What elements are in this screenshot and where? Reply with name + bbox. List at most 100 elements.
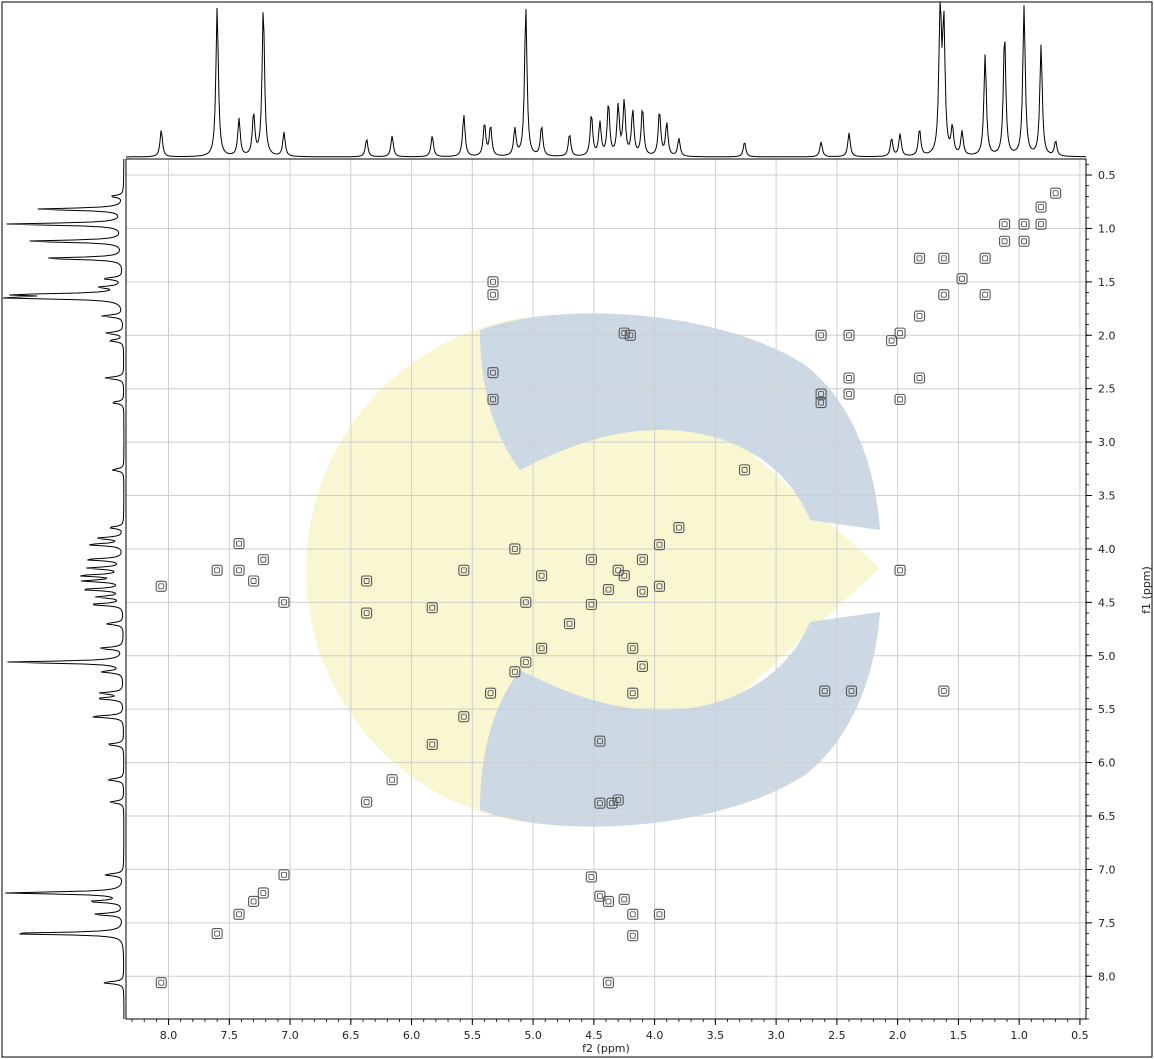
contour-peak [248, 575, 260, 587]
watermark-blue-upper-arc [480, 313, 880, 530]
contour-peak [653, 539, 666, 551]
contour-peak [979, 289, 991, 301]
contour-peak [913, 252, 926, 264]
contour-peak [426, 738, 438, 750]
contour-peak [248, 895, 260, 908]
contour-peak [843, 372, 855, 384]
contour-peak [815, 329, 827, 341]
contour-peak [1018, 235, 1030, 247]
contour-peak [956, 273, 968, 285]
contour-peak [233, 564, 245, 576]
grid [126, 159, 1086, 1019]
x-tick-label: 6.0 [403, 1029, 421, 1042]
contour-peak [627, 687, 639, 699]
contour-peak [845, 685, 858, 697]
contour-peak [636, 660, 649, 673]
y-tick-label: 3.5 [1098, 490, 1116, 503]
y-tick-label: 7.0 [1098, 863, 1116, 876]
contour-peak [278, 869, 290, 881]
contour-peak [155, 977, 167, 989]
y-tick-label: 1.0 [1098, 222, 1116, 235]
contour-peak [1035, 218, 1047, 230]
contour-peak [520, 596, 532, 608]
contour-peak [606, 797, 618, 809]
contour-peak [594, 735, 606, 747]
contour-peak [894, 393, 906, 405]
x-axis-ticks: 8.0 7.5 7.0 6.5 6.0 5.5 5.0 4.5 4.0 3.5 3.0 2.5 2.0 1… [131, 1019, 1089, 1042]
y-tick-label: 6.5 [1098, 810, 1116, 823]
x-tick-label: 1.0 [1010, 1029, 1028, 1042]
contour-peak [843, 329, 855, 341]
contour-peak [485, 687, 497, 699]
contour-peak [386, 774, 398, 786]
x-tick-label: 6.5 [342, 1029, 360, 1042]
contour-peak [612, 564, 624, 576]
contour-peak [894, 327, 906, 339]
contour-peak [602, 977, 614, 989]
x-tick-label: 0.5 [1071, 1029, 1089, 1042]
contour-peak [627, 930, 639, 942]
contour-peak [815, 388, 827, 400]
contour-peak [520, 656, 532, 668]
contour-peak [458, 564, 470, 576]
contour-peak [979, 252, 991, 264]
contour-peak [211, 564, 223, 576]
contour-peak [1018, 218, 1030, 230]
x-tick-label: 4.5 [585, 1029, 603, 1042]
contour-peak [843, 388, 855, 400]
y-tick-label: 0.5 [1098, 169, 1116, 182]
contour-peak [487, 289, 499, 301]
contour-peak [815, 397, 827, 409]
y-tick-label: 8.0 [1098, 970, 1116, 983]
x-tick-label: 3.0 [767, 1029, 785, 1042]
contour-peak [653, 908, 666, 920]
top-projection-trace [126, 1, 1087, 158]
contour-peak [257, 887, 269, 899]
contour-peak [509, 666, 521, 678]
y-axis-ticks: 0.5 1.0 1.5 2.0 2.5 3.0 3.5 4.0 4.5 5.0 5.5 6.0 6.5 7… [1086, 163, 1116, 1020]
contour-peak [278, 596, 290, 608]
x-tick-label: 3.5 [707, 1029, 725, 1042]
x-tick-label: 7.5 [221, 1029, 239, 1042]
y-tick-label: 3.0 [1098, 436, 1116, 449]
contour-peak [618, 893, 630, 905]
contour-peak [361, 796, 373, 808]
y-tick-label: 5.0 [1098, 650, 1116, 663]
y-tick-label: 4.5 [1098, 596, 1116, 609]
contour-peak [938, 685, 950, 697]
contour-peak [627, 908, 639, 920]
left-projection-trace [2, 159, 125, 1019]
contour-peak [913, 310, 926, 322]
y-tick-label: 4.0 [1098, 543, 1116, 556]
contour-peak [894, 564, 906, 576]
contour-peak [585, 598, 597, 611]
contour-peak [653, 580, 666, 592]
contour-peak [361, 607, 373, 619]
x-axis-title: f2 (ppm) [582, 1042, 630, 1055]
contour-peak [819, 685, 831, 697]
contour-peak [612, 794, 624, 806]
contour-peak [585, 554, 597, 566]
contour-peak [999, 235, 1011, 247]
contour-peak [602, 895, 614, 908]
left-1d-projection [2, 159, 125, 1019]
x-tick-label: 5.0 [524, 1029, 542, 1042]
contour-peak [627, 642, 639, 654]
contour-peak [999, 218, 1011, 230]
contour-peak [913, 372, 926, 384]
contour-peak [636, 586, 649, 598]
contour-peak [1035, 201, 1047, 213]
contour-peak [487, 367, 499, 379]
contour-peak [487, 276, 499, 288]
contour-peak [211, 927, 223, 940]
contour-peak [536, 570, 548, 582]
y-tick-label: 6.0 [1098, 757, 1116, 770]
x-tick-label: 5.5 [464, 1029, 482, 1042]
contour-peak [155, 580, 167, 592]
y-axis-title: f1 (ppm) [1140, 566, 1153, 614]
contour-peaks [155, 187, 1062, 989]
x-tick-label: 1.5 [950, 1029, 968, 1042]
top-1d-projection [126, 1, 1087, 158]
contour-peak [738, 464, 751, 476]
